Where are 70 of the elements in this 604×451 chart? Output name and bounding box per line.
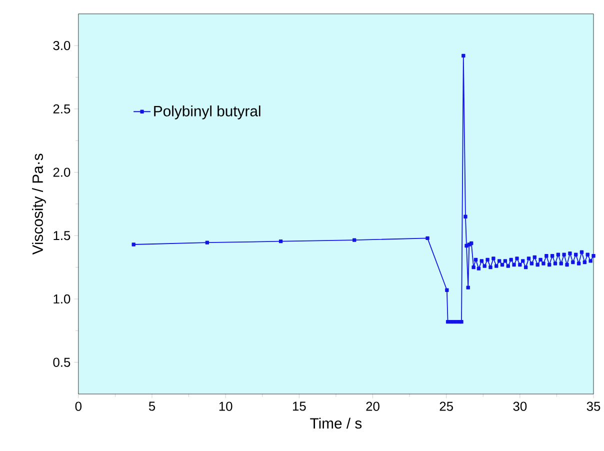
point	[512, 263, 516, 267]
point	[538, 258, 542, 262]
point	[515, 256, 519, 260]
y-tick-label: 3.0	[53, 41, 70, 50]
x-axis-title: Time / s	[310, 418, 362, 429]
y-tick-label: 1.5	[54, 231, 70, 240]
point	[542, 262, 546, 266]
x-tick-label: 30	[513, 402, 527, 412]
point	[574, 252, 578, 257]
point	[548, 263, 552, 267]
x-tick-label: 25	[440, 402, 453, 412]
x-tick-label: 10	[219, 402, 232, 412]
point	[445, 288, 449, 292]
point	[474, 258, 478, 262]
x-tick-label: 0	[75, 402, 82, 412]
point	[576, 262, 581, 266]
x-tick-label: 15	[292, 402, 306, 411]
point	[482, 264, 486, 268]
y-tick-label: 2.5	[53, 104, 70, 114]
point	[526, 256, 531, 260]
point	[532, 256, 536, 260]
point	[497, 259, 502, 264]
point	[464, 244, 468, 248]
point	[464, 214, 468, 219]
x-tick-label: 5	[148, 402, 156, 411]
point	[580, 250, 584, 254]
y-tick-label: 1.0	[54, 294, 70, 304]
point	[205, 240, 210, 245]
y-axis-title: Viscosity / Pa·s	[32, 154, 46, 255]
y-tick-label: 0.5	[53, 358, 70, 368]
point	[472, 266, 476, 270]
point	[559, 262, 563, 266]
point	[524, 266, 528, 270]
point	[588, 259, 592, 264]
point	[571, 260, 575, 264]
point	[506, 264, 510, 268]
point	[500, 263, 504, 267]
point	[470, 242, 474, 246]
point	[568, 252, 572, 256]
point	[562, 252, 566, 257]
point	[553, 262, 558, 266]
point	[503, 259, 508, 264]
x-tick-label: 35	[586, 402, 600, 412]
point	[582, 260, 587, 264]
point	[550, 254, 554, 258]
point	[426, 236, 430, 240]
point	[521, 259, 525, 264]
point	[352, 238, 356, 242]
point	[592, 254, 596, 258]
point	[480, 259, 484, 264]
point	[494, 264, 498, 268]
point	[476, 266, 481, 271]
point	[530, 262, 534, 266]
point	[544, 254, 548, 258]
point	[492, 256, 496, 260]
point	[556, 252, 560, 257]
point	[509, 258, 513, 262]
point	[536, 263, 540, 267]
y-tick-label: 2.0	[53, 168, 70, 178]
point	[462, 54, 466, 58]
point	[132, 242, 136, 247]
point	[565, 263, 569, 267]
point	[466, 286, 470, 290]
point	[278, 240, 283, 244]
point	[488, 266, 492, 270]
point	[486, 258, 490, 262]
point	[518, 263, 522, 267]
legend-label: Polybinyl butyral	[154, 106, 260, 120]
point	[586, 252, 590, 257]
x-tick-label: 20	[366, 402, 380, 412]
